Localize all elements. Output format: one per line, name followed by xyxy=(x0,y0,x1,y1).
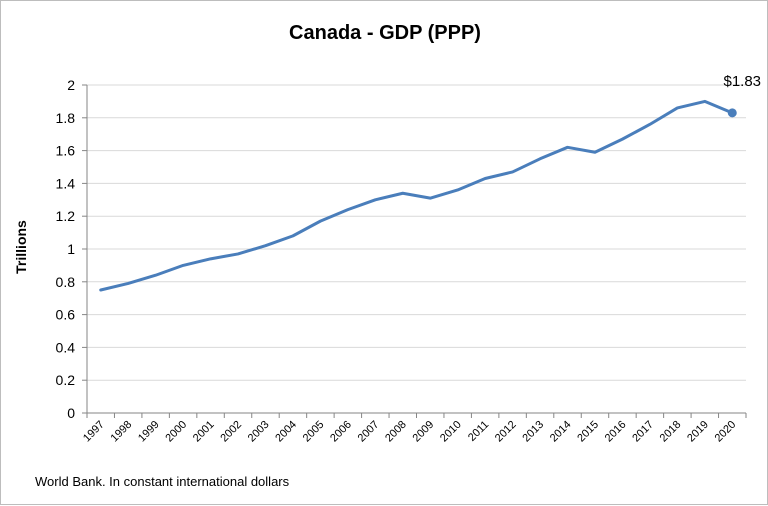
series-line xyxy=(99,99,734,292)
x-tick-label: 1997 xyxy=(81,419,107,445)
x-tick-label: 2012 xyxy=(493,419,519,445)
y-tick-label: 1.2 xyxy=(56,208,76,224)
x-tick-label: 2014 xyxy=(548,419,574,445)
x-tick-label: 2010 xyxy=(438,419,464,445)
x-tick-label: 2011 xyxy=(466,419,491,444)
x-tick-label: 2008 xyxy=(383,419,409,445)
y-tick-label: 1.8 xyxy=(56,110,76,126)
y-tick-label: 0.8 xyxy=(56,274,76,290)
x-tick-label: 2017 xyxy=(630,419,656,445)
data-series xyxy=(99,99,737,292)
x-tick-label: 2006 xyxy=(328,419,354,445)
y-tick-label: 0 xyxy=(67,405,75,421)
y-axis-label: Trillions xyxy=(13,220,29,274)
y-tick-label: 0.4 xyxy=(56,339,76,355)
chart-title: Canada - GDP (PPP) xyxy=(289,22,481,44)
x-tick-label: 2005 xyxy=(301,419,327,445)
y-tick-label: 2 xyxy=(67,77,75,93)
y-axis-ticks: 0 0.2 0.4 0.6 0.8 1 1.2 1.4 1.6 1.8 2 xyxy=(56,77,87,421)
x-tick-label: 2015 xyxy=(575,419,601,445)
gridlines xyxy=(87,84,746,381)
x-tick-label: 2019 xyxy=(685,419,711,445)
y-tick-label: 0.6 xyxy=(56,307,76,323)
x-tick-label: 2001 xyxy=(191,419,217,445)
x-tick-label: 1999 xyxy=(136,419,162,445)
x-tick-label: 2002 xyxy=(218,419,244,445)
source-note: World Bank. In constant international do… xyxy=(35,474,290,489)
x-tick-label: 2013 xyxy=(520,419,546,445)
y-tick-label: 1.6 xyxy=(56,143,76,159)
x-axis-ticks: 1997 1998 1999 2000 2001 2002 2003 2004 2005 2006… xyxy=(81,413,747,445)
x-tick-label: 2004 xyxy=(273,419,299,445)
last-value-annotation: $1.83 xyxy=(723,73,761,90)
x-tick-label: 2020 xyxy=(713,419,739,445)
x-tick-label: 2007 xyxy=(356,419,382,445)
last-point-marker xyxy=(727,108,737,118)
x-tick-label: 2003 xyxy=(246,419,272,445)
x-tick-label: 2016 xyxy=(603,419,629,445)
x-tick-label: 2000 xyxy=(163,419,189,445)
x-tick-label: 2009 xyxy=(411,419,437,445)
y-tick-label: 1 xyxy=(67,241,75,257)
y-tick-label: 1.4 xyxy=(56,175,76,191)
y-tick-label: 0.2 xyxy=(56,372,76,388)
x-tick-label: 1998 xyxy=(109,419,135,445)
x-tick-label: 2018 xyxy=(658,419,684,445)
